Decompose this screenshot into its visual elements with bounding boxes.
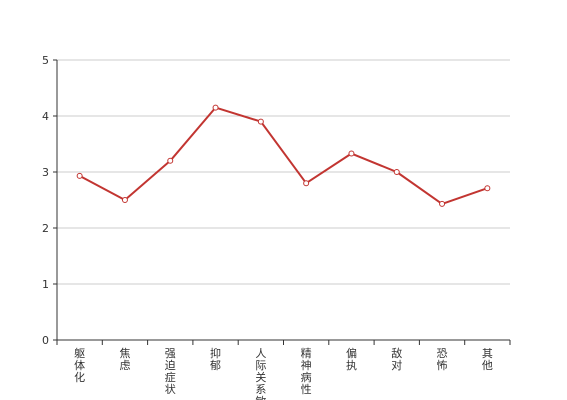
y-tick-label-0: 0 [42,334,49,347]
x-tick-label-6: 偏执 [346,346,357,372]
data-point-4 [257,118,264,125]
data-point-7 [393,169,400,175]
y-tick-label-1: 1 [42,278,49,291]
series-line-0 [79,106,488,205]
data-point-5 [303,180,310,187]
y-tick-label-2: 2 [42,222,49,235]
data-point-1 [121,197,128,203]
data-point-2 [167,157,174,164]
x-tick-label-1: 焦虑 [119,347,130,372]
y-axis: 0 1 2 3 4 5 [42,54,58,347]
x-tick-label-9: 其他 [482,347,493,372]
data-point-9 [484,185,491,192]
data-point-3 [212,104,219,111]
y-tick-label-4: 4 [42,110,49,123]
x-tick-label-8: 恐怖 [437,347,448,372]
y-tick-label-5: 5 [42,54,49,67]
data-point-6 [348,150,355,157]
series-group [76,104,491,207]
x-tick-label-0: 躯体化 [74,347,85,384]
y-tick-label-3: 3 [42,166,49,179]
x-axis: 躯体化 焦虑 强迫症状 抑郁 人际关系敏感 精神病性 偏执 敌对 恐怖 其他 [56,339,511,400]
data-point-8 [439,200,446,207]
x-tick-label-7: 敌对 [391,346,402,372]
x-tick-label-5: 精神病性 [301,347,312,396]
grid-lines [57,59,510,285]
x-tick-label-3: 抑郁 [210,346,221,372]
x-tick-label-2: 强迫症状 [165,347,176,396]
data-point-0 [76,172,83,179]
x-tick-label-4: 人际关系敏感 [255,347,266,400]
